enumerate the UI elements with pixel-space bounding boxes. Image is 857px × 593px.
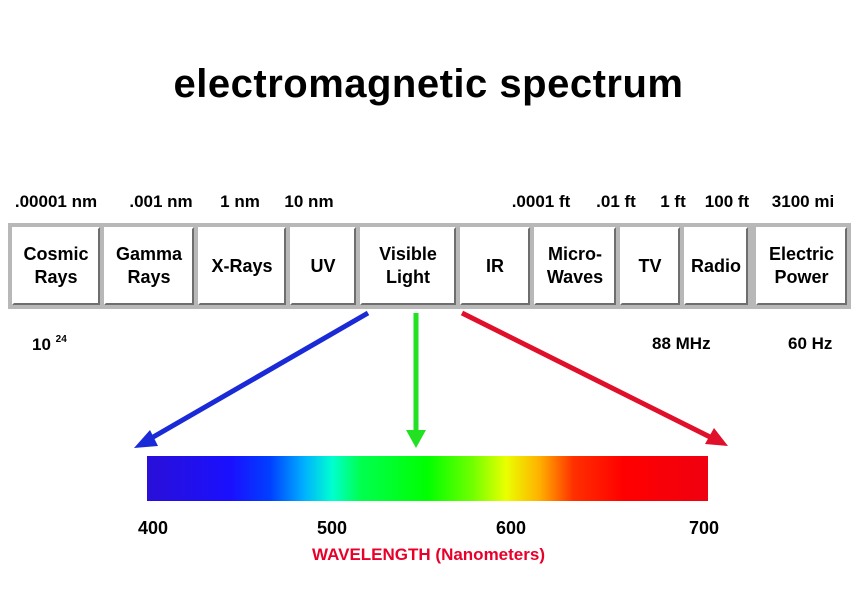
visible-spectrum-bar [147,456,708,501]
arrow-center-head [406,430,426,448]
band-visible-light: Visible Light [360,227,456,305]
band-ir: IR [460,227,530,305]
nm-tick-400: 400 [137,518,169,538]
frequency-label-power: 60 Hz [788,334,833,353]
nm-tick-700: 700 [688,518,720,538]
nm-tick-500: 500 [316,518,348,538]
band-cosmic-rays: Cosmic Rays [12,227,100,305]
wavelength-label-gamma: .001 nm [129,192,193,211]
arrow-right [460,310,714,441]
band-microwaves: Micro- Waves [534,227,616,305]
wavelength-label-power: 3100 mi [771,192,835,211]
wavelength-label-radio: 100 ft [704,192,750,211]
band-gamma-rays: Gamma Rays [104,227,194,305]
wavelength-label-ir: .0001 ft [511,192,571,211]
frequency-label-cosmic: 10 24 [32,334,67,354]
frequency-label-tv: 88 MHz [652,334,711,353]
wavelength-label-cosmic: .00001 nm [14,192,98,211]
spectrum-band-row: Cosmic Rays Gamma Rays X-Rays UV Visible… [8,223,851,309]
diagram-title: electromagnetic spectrum [173,62,684,106]
arrow-left-head [134,430,158,448]
band-radio: Radio [684,227,748,305]
wavelength-axis-title: WAVELENGTH (Nanometers) [312,545,545,564]
band-tv: TV [620,227,680,305]
wavelength-label-uv: 10 nm [284,192,334,211]
arrow-right-head [705,428,728,446]
wavelength-label-tv: 1 ft [660,192,686,211]
band-electric-power: Electric Power [756,227,847,305]
band-x-rays: X-Rays [198,227,286,305]
wavelength-label-micro: .01 ft [596,192,636,211]
nm-tick-600: 600 [495,518,527,538]
wavelength-label-xray: 1 nm [220,192,260,211]
frequency-exponent: 24 [55,334,67,345]
band-uv: UV [290,227,356,305]
arrow-left [146,310,370,443]
